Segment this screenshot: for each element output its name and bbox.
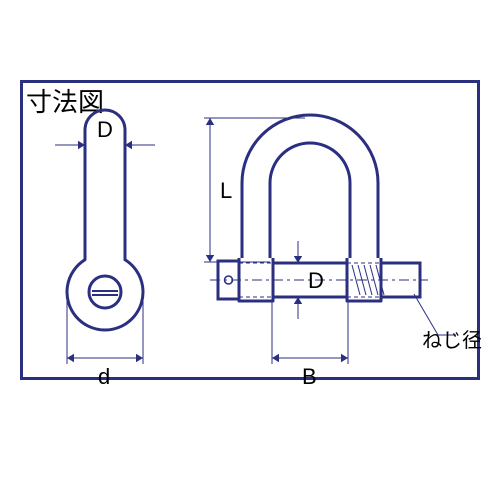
label-d: d: [98, 364, 110, 390]
label-B: B: [302, 364, 317, 390]
label-D-left: D: [97, 117, 113, 143]
label-L: L: [220, 178, 232, 204]
label-D-right: D: [308, 268, 324, 294]
diagram-svg: [0, 0, 500, 500]
label-thread: ねじ径: [422, 324, 482, 353]
diagram-canvas: 寸法図 D d L D B ねじ径: [0, 0, 500, 500]
